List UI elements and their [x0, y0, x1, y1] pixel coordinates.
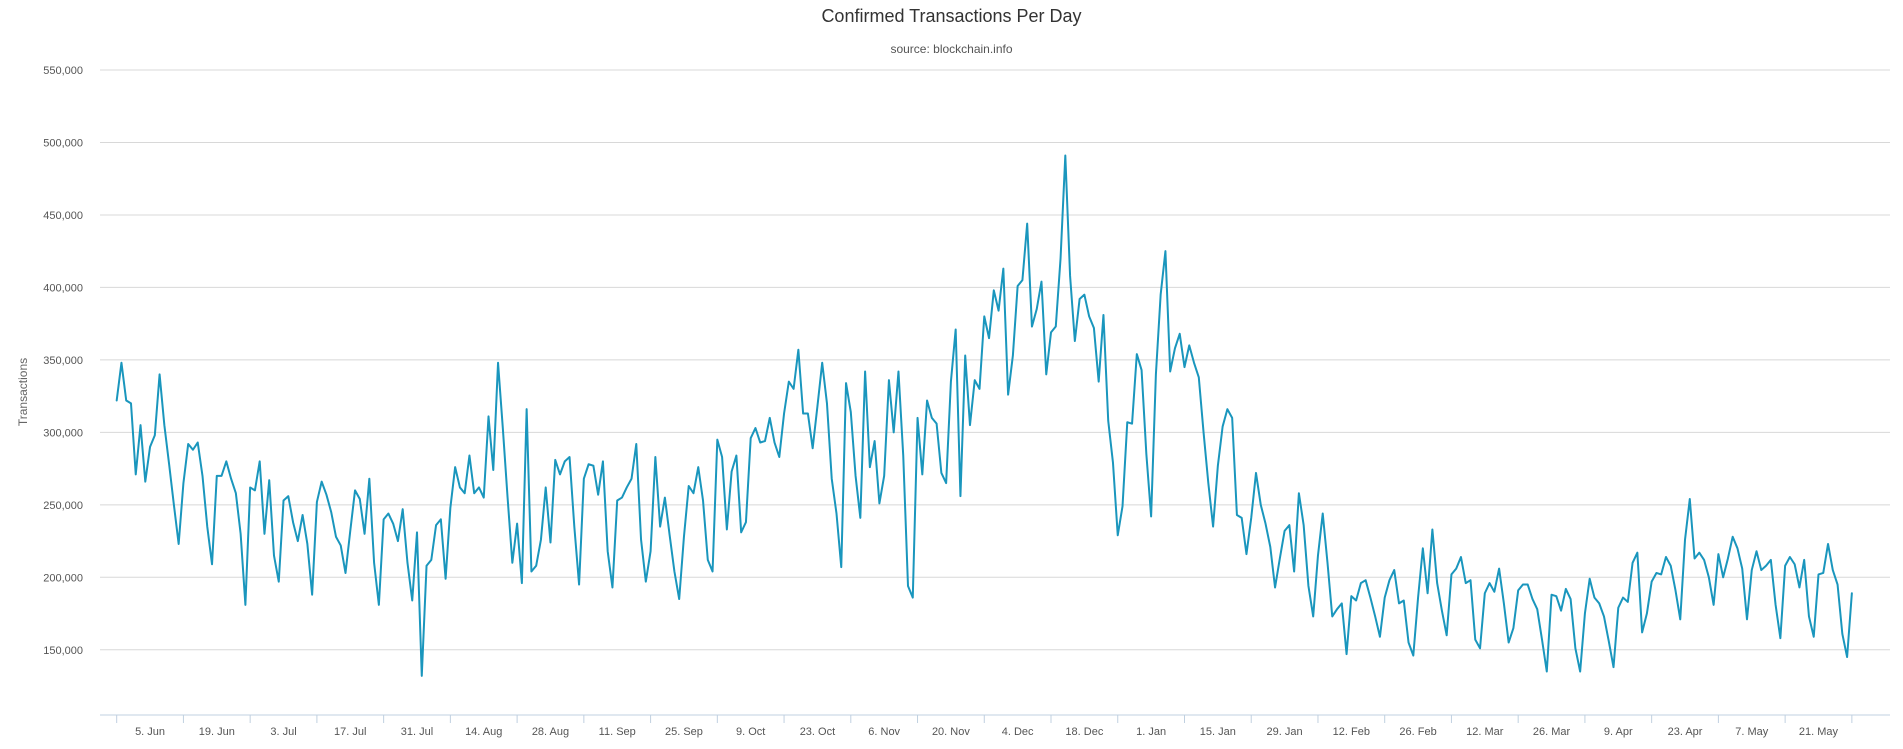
x-tick-label: 12. Feb	[1333, 726, 1370, 738]
series-line	[115, 154, 1853, 677]
y-tick-label: 250,000	[43, 500, 83, 512]
y-tick-label: 450,000	[43, 210, 83, 222]
x-tick-label: 28. Aug	[532, 726, 569, 738]
series-group	[115, 154, 1853, 677]
x-tick-label: 26. Feb	[1399, 726, 1436, 738]
x-tick-label: 21. May	[1799, 726, 1839, 738]
y-tick-label: 300,000	[43, 427, 83, 439]
gridlines	[100, 69, 1890, 651]
x-axis-ticks: 5. Jun 19. Jun 3. Jul 17. Jul 31. Jul 14. Aug…	[116, 715, 1853, 738]
x-tick-label: 11. Sep	[599, 726, 636, 738]
x-tick-label: 26. Mar	[1533, 726, 1571, 738]
y-tick-label: 350,000	[43, 355, 83, 367]
x-tick-label: 18. Dec	[1065, 726, 1103, 738]
x-tick-label: 9. Oct	[736, 726, 765, 738]
chart-subtitle: source: blockchain.info	[890, 42, 1013, 56]
x-tick-label: 20. Nov	[932, 726, 970, 738]
x-tick-label: 9. Apr	[1604, 726, 1633, 738]
x-tick-label: 19. Jun	[199, 726, 235, 738]
x-tick-label: 23. Apr	[1668, 726, 1703, 738]
x-tick-label: 5. Jun	[135, 726, 165, 738]
y-tick-label: 550,000	[43, 65, 83, 77]
x-tick-label: 25. Sep	[665, 726, 703, 738]
x-tick-label: 14. Aug	[465, 726, 502, 738]
y-tick-label: 200,000	[43, 572, 83, 584]
y-tick-label: 150,000	[43, 645, 83, 657]
x-tick-label: 29. Jan	[1267, 726, 1303, 738]
y-tick-label: 400,000	[43, 282, 83, 294]
x-tick-label: 15. Jan	[1200, 726, 1236, 738]
x-tick-label: 12. Mar	[1466, 726, 1504, 738]
x-tick-label: 6. Nov	[868, 726, 900, 738]
x-tick-label: 17. Jul	[334, 726, 366, 738]
x-tick-label: 31. Jul	[401, 726, 433, 738]
x-tick-label: 3. Jul	[270, 726, 296, 738]
x-tick-label: 7. May	[1735, 726, 1769, 738]
y-tick-label: 500,000	[43, 137, 83, 149]
chart-title: Confirmed Transactions Per Day	[821, 6, 1082, 26]
y-axis-label: Transactions	[16, 358, 30, 426]
x-tick-label: 4. Dec	[1002, 726, 1034, 738]
x-tick-label: 1. Jan	[1136, 726, 1166, 738]
x-tick-label: 23. Oct	[800, 726, 835, 738]
y-axis-ticks: 150,000 200,000 250,000 300,000 350,000 400,0…	[43, 65, 83, 657]
